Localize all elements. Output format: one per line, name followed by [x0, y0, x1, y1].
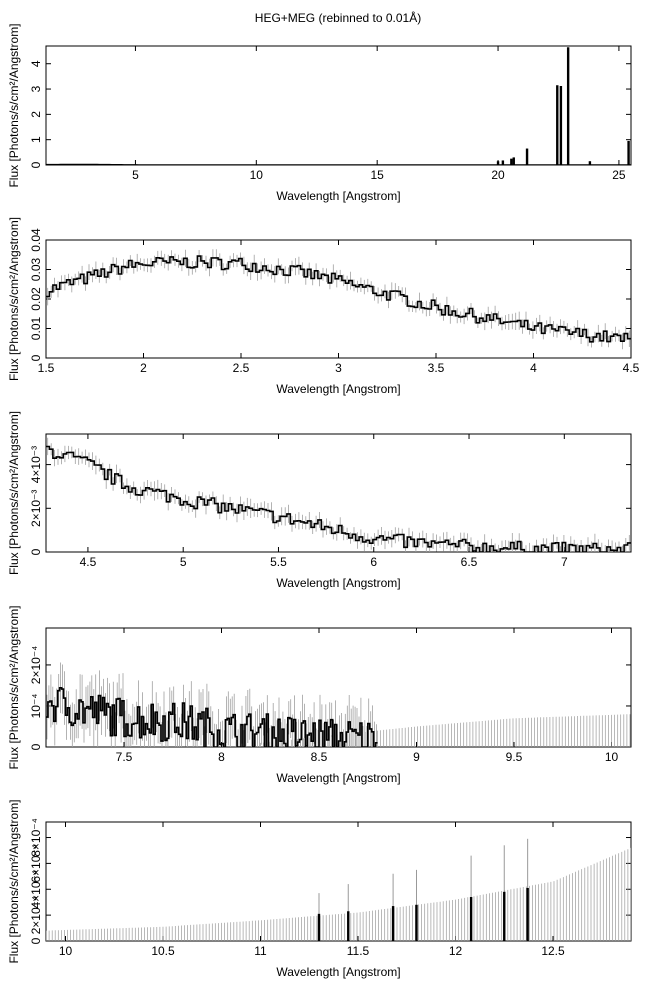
spectral-line-spike: [347, 911, 350, 941]
x-tick-label: 12.5: [541, 944, 565, 958]
x-tick-label: 5: [180, 555, 187, 569]
plot-frame: [45, 45, 632, 166]
plot-area: [46, 662, 631, 747]
y-axis-label: Flux [Photons/s/cm²/Angstrom]: [7, 799, 21, 963]
y-tick-label: 4: [29, 60, 43, 67]
x-tick-label: 11.5: [347, 944, 370, 958]
x-tick-label: 15: [370, 168, 384, 182]
x-tick-label: 3: [335, 361, 342, 375]
y-tick-label: 10⁻⁴: [29, 694, 43, 719]
y-tick-label: 4×10⁻³: [29, 446, 43, 483]
spectral-line-spike: [391, 906, 395, 941]
series-line: [46, 445, 631, 552]
series-line: [46, 687, 378, 747]
y-tick-label: 0.03: [29, 257, 43, 281]
spectral-line-spike: [566, 47, 570, 165]
y-axis-label: Flux [Photons/s/cm²/Angstrom]: [7, 217, 21, 381]
plot-area: [46, 437, 631, 552]
y-tick-label: 0.02: [29, 287, 43, 311]
spectral-line-spike: [627, 140, 630, 165]
x-tick-label: 10: [605, 750, 619, 764]
y-tick-label: 2×10⁻³: [29, 490, 43, 527]
figure-title: HEG+MEG (rebinned to 0.01Å): [255, 10, 421, 25]
y-tick-label: 0: [29, 354, 43, 361]
spectral-line-spike: [501, 160, 505, 165]
panel-1: 5 10 15 20 25 0 1 2 3 4 Wavelength [Angstrom] Flux …: [7, 23, 632, 203]
x-axis-label: Wavelength [Angstrom]: [276, 189, 400, 203]
x-tick-label: 9.5: [506, 750, 523, 764]
spectral-line-spike: [317, 913, 321, 941]
x-tick-label: 1.5: [38, 361, 55, 375]
x-tick-label: 7: [561, 555, 568, 569]
x-tick-label: 10: [59, 944, 73, 958]
spectral-line-spike: [415, 904, 418, 941]
x-tick-label: 4: [530, 361, 537, 375]
series-line: [46, 255, 631, 343]
y-tick-label: 6×10⁻⁴: [29, 844, 43, 883]
x-axis-label: Wavelength [Angstrom]: [276, 965, 400, 979]
x-tick-label: 5: [132, 168, 139, 182]
spectral-line-spike: [525, 148, 529, 165]
x-tick-label: 5.5: [270, 555, 287, 569]
y-tick-label: 3: [29, 85, 43, 92]
plot-area: [46, 47, 631, 165]
plot-frame: [45, 433, 632, 553]
x-tick-label: 10.5: [151, 944, 175, 958]
plot-area: [46, 838, 631, 941]
panel-5: 10 10.5 11 11.5 12 12.5 0 2×10⁻⁴4×10⁻⁴6×10⁻⁴8×1…: [7, 799, 632, 979]
spectral-line-spike: [526, 887, 529, 941]
x-tick-label: 2: [140, 361, 147, 375]
x-tick-label: 8.5: [311, 750, 328, 764]
x-axis-label: Wavelength [Angstrom]: [276, 576, 400, 590]
panel-2: 1.5 2 2.5 3 3.5 4 4.5 0 0.01 0.02 0.03 0.04 Waveleng…: [7, 217, 640, 396]
y-tick-label: 2×10⁻⁴: [29, 646, 43, 685]
y-axis-label: Flux [Photons/s/cm²/Angstrom]: [7, 605, 21, 769]
x-axis-label: Wavelength [Angstrom]: [276, 382, 400, 396]
spectral-line-spike: [559, 86, 563, 165]
spectral-line-spike: [556, 85, 559, 165]
y-axis-label: Flux [Photons/s/cm²/Angstrom]: [7, 411, 21, 575]
x-tick-label: 6.5: [461, 555, 478, 569]
x-tick-label: 25: [612, 168, 626, 182]
y-tick-label: 8×10⁻⁴: [29, 818, 43, 857]
spectral-line-spike: [510, 158, 513, 165]
x-tick-label: 20: [491, 168, 505, 182]
x-tick-label: 4.5: [80, 555, 97, 569]
y-tick-label: 2: [29, 111, 43, 118]
x-tick-label: 3.5: [428, 361, 445, 375]
x-axis-label: Wavelength [Angstrom]: [276, 771, 400, 785]
y-tick-label: 0.01: [29, 316, 43, 340]
x-tick-label: 11: [254, 944, 267, 958]
y-tick-label: 2×10⁻⁴: [29, 896, 43, 935]
spectral-line-spike: [588, 161, 592, 165]
y-tick-label: 0: [29, 937, 43, 944]
panel-4: 7.5 8 8.5 9 9.5 10 0 10⁻⁴ 2×10⁻⁴ Wavelength [Angs…: [7, 605, 632, 785]
x-tick-label: 2.5: [233, 361, 250, 375]
x-tick-label: 4.5: [623, 361, 640, 375]
x-tick-label: 10: [250, 168, 264, 182]
x-tick-label: 6: [370, 555, 377, 569]
y-tick-label: 0.04: [29, 228, 43, 252]
x-tick-label: 9: [413, 750, 420, 764]
spectral-line-spike: [496, 161, 500, 165]
x-tick-label: 8: [218, 750, 225, 764]
series-line: [46, 163, 631, 165]
spectral-line-spike: [512, 157, 515, 165]
plot-frame: [45, 239, 632, 359]
spectral-line-spike: [503, 891, 506, 941]
x-tick-label: 7.5: [116, 750, 133, 764]
y-tick-label: 4×10⁻⁴: [29, 870, 43, 909]
x-tick-label: 12: [449, 944, 463, 958]
error-bars: [46, 847, 631, 941]
y-tick-label: 1: [29, 136, 43, 143]
y-axis-label: Flux [Photons/s/cm²/Angstrom]: [7, 23, 21, 187]
panel-3: 4.5 5 5.5 6 6.5 7 0 2×10⁻³ 4×10⁻³ Wavelength [Ang…: [7, 411, 632, 590]
spectral-line-spike: [469, 897, 473, 941]
plot-frame: [45, 627, 632, 748]
y-tick-label: 0: [29, 548, 43, 555]
y-tick-label: 0: [29, 161, 43, 168]
plot-area: [46, 249, 631, 350]
y-tick-label: 0: [29, 743, 43, 750]
